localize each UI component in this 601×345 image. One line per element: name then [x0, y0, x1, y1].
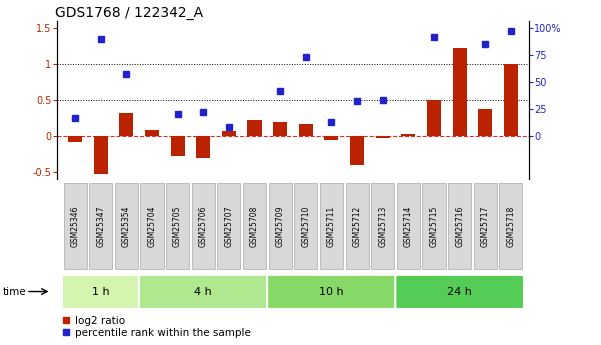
Bar — [248, 120, 261, 136]
FancyBboxPatch shape — [267, 275, 396, 309]
FancyBboxPatch shape — [89, 183, 112, 269]
FancyBboxPatch shape — [499, 183, 522, 269]
Bar — [196, 136, 210, 158]
FancyBboxPatch shape — [423, 183, 445, 269]
Text: GSM25717: GSM25717 — [481, 205, 490, 247]
Bar — [453, 48, 467, 136]
FancyBboxPatch shape — [371, 183, 394, 269]
Text: 24 h: 24 h — [447, 287, 472, 296]
FancyBboxPatch shape — [448, 183, 471, 269]
Text: GSM25346: GSM25346 — [70, 205, 79, 247]
Text: GSM25718: GSM25718 — [507, 205, 516, 247]
Bar — [478, 109, 492, 136]
Text: GSM25706: GSM25706 — [199, 205, 208, 247]
FancyBboxPatch shape — [269, 183, 291, 269]
FancyBboxPatch shape — [166, 183, 189, 269]
Text: GSM25354: GSM25354 — [122, 205, 131, 247]
Text: 4 h: 4 h — [194, 287, 212, 296]
Bar — [376, 136, 390, 138]
Text: GSM25709: GSM25709 — [276, 205, 285, 247]
Bar — [350, 136, 364, 165]
Text: 10 h: 10 h — [319, 287, 344, 296]
FancyBboxPatch shape — [115, 183, 138, 269]
Bar — [171, 136, 185, 156]
Text: GSM25711: GSM25711 — [327, 205, 336, 247]
Text: GSM25347: GSM25347 — [96, 205, 105, 247]
Text: GSM25713: GSM25713 — [378, 205, 387, 247]
FancyBboxPatch shape — [62, 275, 139, 309]
Text: GSM25704: GSM25704 — [147, 205, 156, 247]
FancyBboxPatch shape — [397, 183, 420, 269]
FancyBboxPatch shape — [243, 183, 266, 269]
Text: 1 h: 1 h — [92, 287, 109, 296]
Bar — [504, 64, 518, 136]
FancyBboxPatch shape — [141, 183, 163, 269]
Text: time: time — [3, 287, 26, 296]
Text: GSM25710: GSM25710 — [301, 205, 310, 247]
Text: GSM25705: GSM25705 — [173, 205, 182, 247]
Bar — [299, 124, 313, 136]
Text: GSM25712: GSM25712 — [353, 205, 362, 247]
FancyBboxPatch shape — [139, 275, 267, 309]
FancyBboxPatch shape — [192, 183, 215, 269]
Bar — [94, 136, 108, 174]
Text: GSM25715: GSM25715 — [430, 205, 439, 247]
Bar — [145, 130, 159, 136]
FancyBboxPatch shape — [64, 183, 87, 269]
FancyBboxPatch shape — [218, 183, 240, 269]
Bar — [427, 100, 441, 136]
Bar — [401, 134, 415, 136]
Legend: log2 ratio, percentile rank within the sample: log2 ratio, percentile rank within the s… — [63, 316, 251, 338]
Bar — [273, 122, 287, 136]
Text: GSM25716: GSM25716 — [455, 205, 464, 247]
FancyBboxPatch shape — [320, 183, 343, 269]
FancyBboxPatch shape — [294, 183, 317, 269]
Text: GSM25708: GSM25708 — [250, 205, 259, 247]
Bar — [325, 136, 338, 140]
Bar — [119, 113, 133, 136]
FancyBboxPatch shape — [395, 275, 524, 309]
Text: GSM25707: GSM25707 — [224, 205, 233, 247]
Text: GDS1768 / 122342_A: GDS1768 / 122342_A — [55, 6, 203, 20]
FancyBboxPatch shape — [474, 183, 497, 269]
FancyBboxPatch shape — [346, 183, 368, 269]
Bar — [68, 136, 82, 142]
Bar — [222, 131, 236, 136]
Text: GSM25714: GSM25714 — [404, 205, 413, 247]
